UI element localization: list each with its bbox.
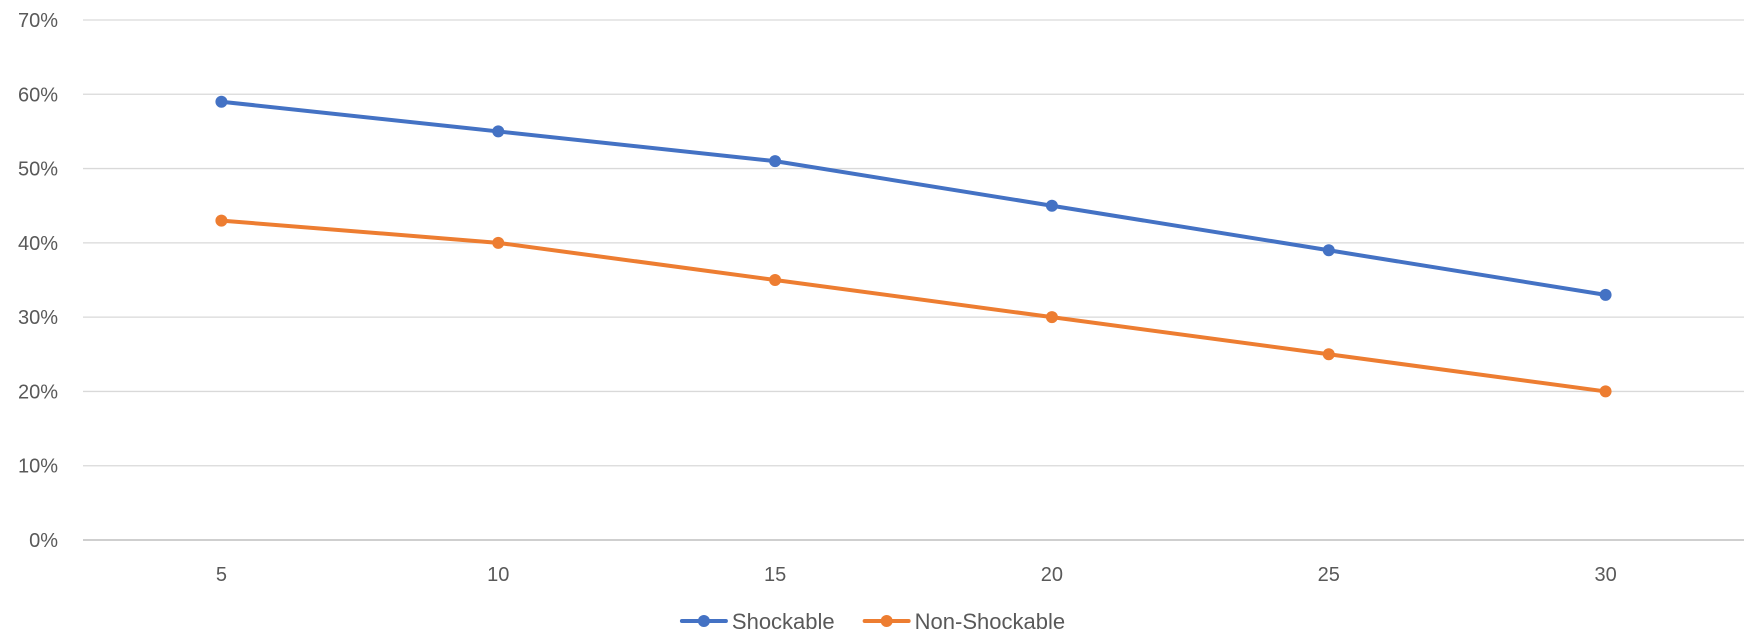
gridlines [83,19,1744,541]
data-point [1045,199,1058,212]
y-tick-label: 70% [18,10,58,32]
data-point [215,95,228,108]
x-axis-tick-labels: 5 10 15 20 25 30 [216,564,1617,586]
x-tick-label: 10 [487,564,509,586]
y-tick-label: 20% [18,381,58,403]
series-line [219,99,1608,297]
data-point [215,214,228,227]
y-tick-label: 0% [29,530,58,552]
data-point [1322,348,1335,361]
y-tick-label: 50% [18,159,58,181]
data-point [492,236,505,249]
y-tick-label: 10% [18,456,58,478]
data-point [1045,311,1058,324]
data-point [492,125,505,138]
y-axis-tick-labels: 0% 10% 20% 30% 40% 50% 60% 70% [18,10,58,552]
data-point [1599,385,1612,398]
legend: Shockable Non-Shockable [679,609,1065,634]
y-tick-label: 30% [18,307,58,329]
series-line [219,218,1608,394]
data-point [1599,288,1612,301]
legend-marker [697,615,710,627]
series-lines [215,95,1612,398]
y-tick-label: 60% [18,84,58,106]
y-tick-label: 40% [18,233,58,255]
legend-marker [880,615,893,627]
x-tick-label: 15 [764,564,786,586]
x-tick-label: 30 [1594,564,1616,586]
legend-label: Shockable [732,609,835,634]
legend-label: Non-Shockable [915,609,1065,634]
x-tick-label: 20 [1041,564,1063,586]
data-point [769,274,782,286]
x-tick-label: 25 [1318,564,1340,586]
x-tick-label: 5 [216,564,227,586]
data-point [1322,244,1335,257]
data-point [769,155,782,168]
